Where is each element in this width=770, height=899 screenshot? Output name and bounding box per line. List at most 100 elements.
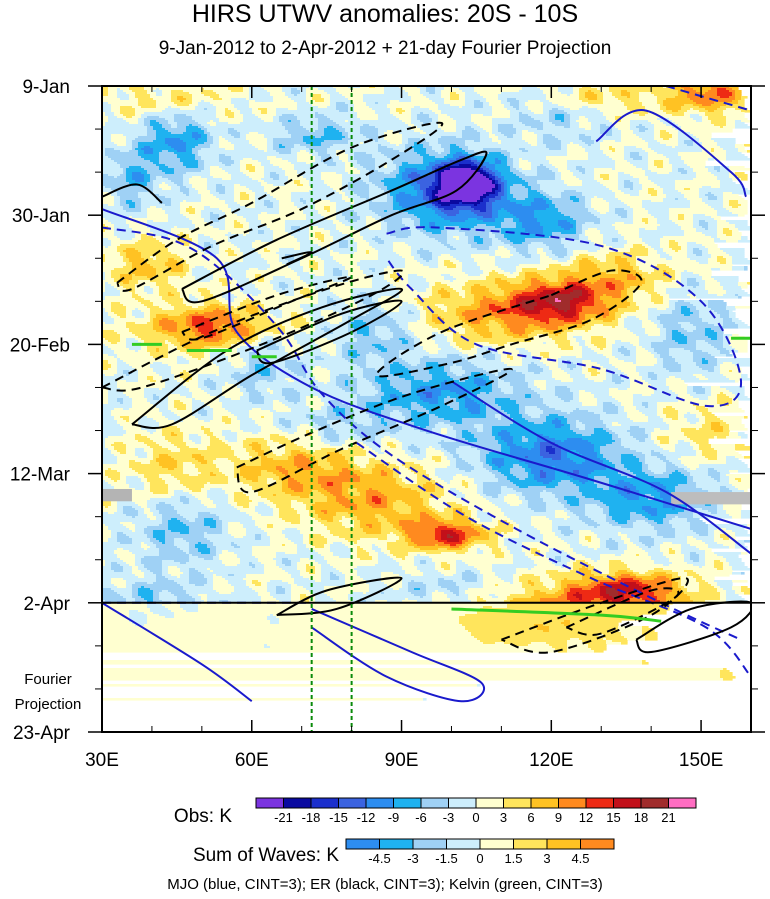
heatmap-cell [432,204,436,207]
heatmap-cell [615,96,628,99]
heatmap-cell [531,188,541,191]
heatmap-cell [225,200,235,203]
heatmap-cell [366,104,388,107]
heatmap-cell [627,108,646,111]
heatmap-cell [702,120,712,123]
heatmap-cell [681,156,727,159]
heatmap-cell [624,236,640,239]
heatmap-cell [165,142,187,145]
heatmap-cell [693,88,712,91]
heatmap-cell [369,184,376,187]
heatmap-cell [195,188,208,191]
heatmap-cell [630,92,640,95]
heatmap-cell [576,228,583,231]
heatmap-cell [135,204,142,207]
heatmap-cell [474,212,493,215]
heatmap-cell [642,186,661,189]
heatmap-cell [159,168,175,171]
heatmap-cell [471,160,478,163]
heatmap-cell [420,112,424,115]
heatmap-cell [204,132,211,135]
heatmap-cell [348,188,370,191]
heatmap-cell [483,102,490,105]
heatmap-cell [399,166,427,169]
heatmap-cell [117,236,136,239]
heatmap-cell [387,106,415,109]
heatmap-cell [102,222,112,225]
heatmap-cell [426,230,442,233]
heatmap-cell [429,122,439,125]
heatmap-cell [384,134,403,137]
heatmap-cell [723,126,736,129]
heatmap-cell [273,146,280,149]
heatmap-cell [735,126,751,129]
heatmap-cell [441,146,451,149]
heatmap-cell [321,214,337,217]
heatmap-cell [573,172,583,175]
heatmap-cell [699,140,715,143]
heatmap-cell [216,188,226,191]
heatmap-cell [714,194,724,197]
heatmap-cell [210,224,226,227]
heatmap-cell [168,218,190,221]
heatmap-cell [717,212,733,215]
heatmap-cell [558,86,574,89]
heatmap-cell [204,218,211,221]
heatmap-cell [486,100,502,103]
heatmap-cell [234,222,241,225]
heatmap-cell [546,192,562,195]
heatmap-cell [267,140,274,143]
heatmap-cell [543,138,559,141]
heatmap-cell [114,228,133,231]
heatmap-cell [711,122,727,125]
heatmap-cell [159,202,172,205]
heatmap-cell [288,132,325,135]
heatmap-cell [669,172,682,175]
heatmap-cell [642,168,649,171]
heatmap-cell [219,154,226,157]
heatmap-cell [225,154,298,157]
heatmap-cell [333,160,343,163]
heatmap-cell [639,190,649,193]
heatmap-cell [600,142,649,145]
heatmap-cell [453,156,460,159]
heatmap-cell [555,114,565,117]
heatmap-cell [693,220,700,223]
heatmap-cell [402,174,409,177]
heatmap-cell [480,166,487,169]
heatmap-cell [393,198,397,201]
heatmap-cell [363,124,370,127]
heatmap-cell [258,132,289,135]
heatmap-cell [216,92,250,95]
heatmap-cell [276,150,292,153]
heatmap-cell [612,94,622,97]
heatmap-cell [261,162,271,165]
heatmap-cell [543,140,562,143]
heatmap-cell [420,224,430,227]
heatmap-cell [441,96,451,99]
heatmap-cell [129,224,148,227]
heatmap-cell [567,146,583,149]
heatmap-cell [102,206,124,209]
heatmap-cell [249,228,271,231]
heatmap-cell [585,204,592,207]
heatmap-cell [726,108,736,111]
heatmap-cell [654,134,661,137]
heatmap-cell [618,198,664,201]
heatmap-cell [246,174,265,177]
heatmap-cell [114,160,151,163]
heatmap-cell [336,214,343,217]
heatmap-cell [192,124,202,127]
heatmap-cell [471,164,478,167]
heatmap-cell [153,126,163,129]
heatmap-cell [438,116,451,119]
heatmap-cell [735,122,745,125]
heatmap-cell [435,90,442,93]
heatmap-cell [438,104,451,107]
heatmap-cell [201,92,217,95]
heatmap-cell [468,228,472,231]
heatmap-cell [216,114,226,117]
heatmap-cell [702,232,718,235]
heatmap-cell [579,98,589,101]
heatmap-cell [513,160,520,163]
